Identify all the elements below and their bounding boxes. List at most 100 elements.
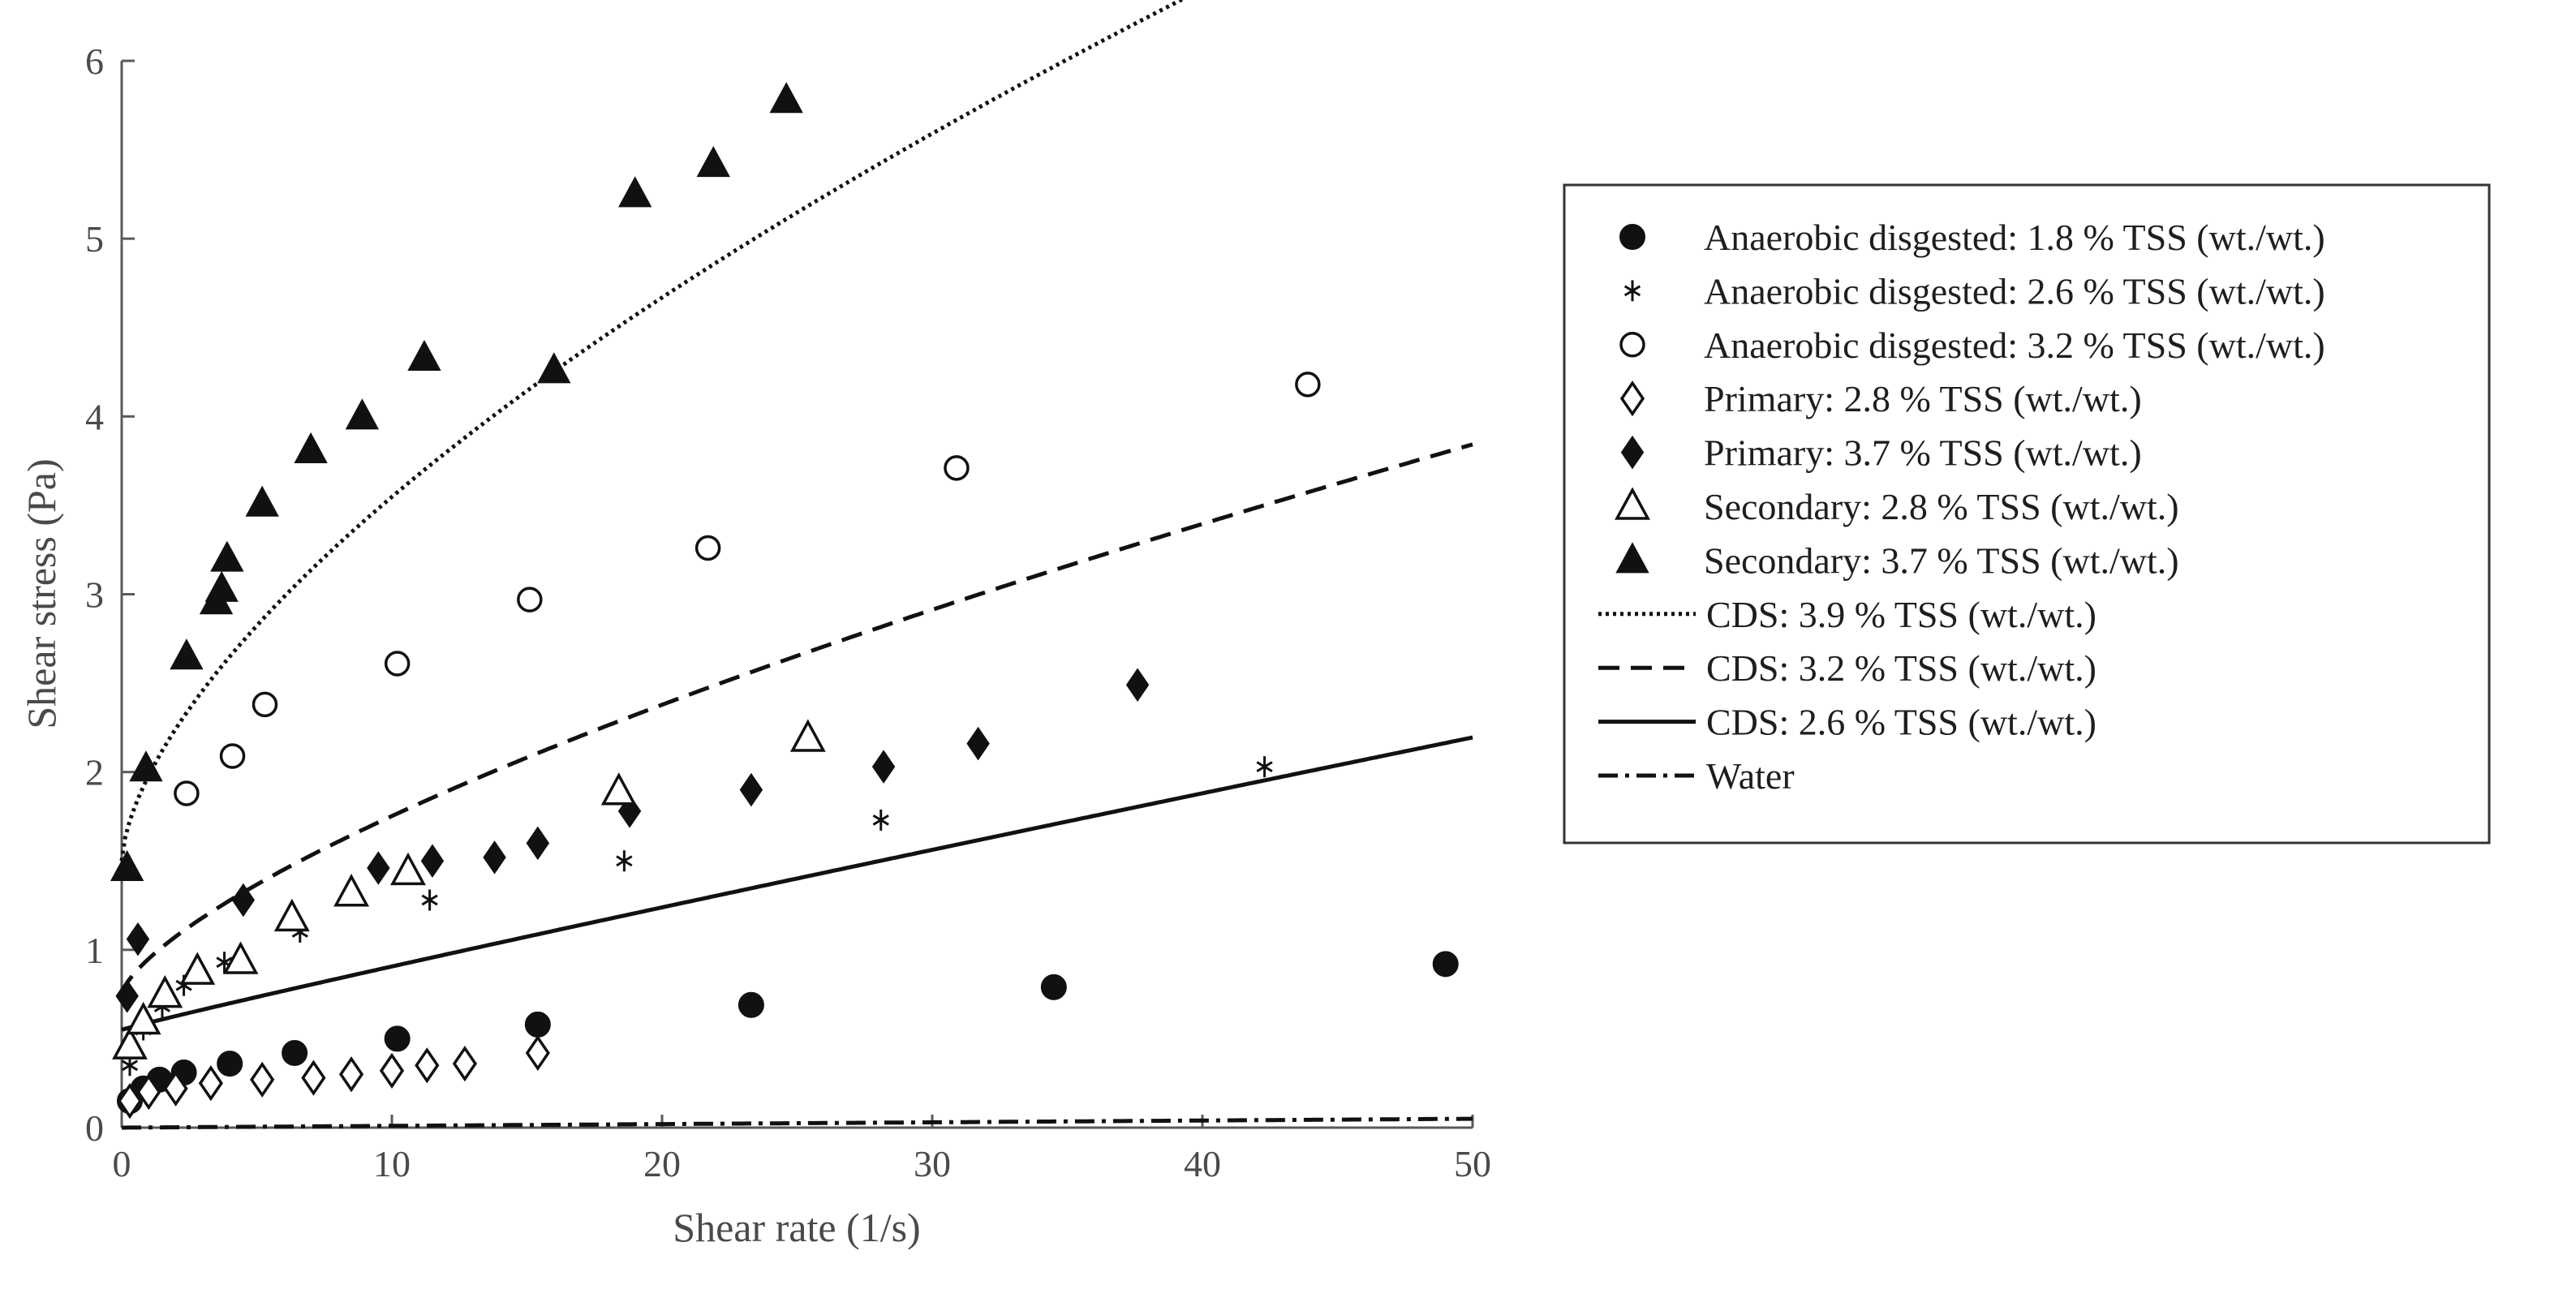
series-4-markers xyxy=(117,1034,550,1120)
data-point xyxy=(1295,372,1321,398)
data-point xyxy=(170,638,204,670)
series-7-markers xyxy=(110,82,803,882)
data-point xyxy=(421,889,438,911)
data-point xyxy=(110,849,144,882)
legend-label: Primary: 3.7 % TSS (wt./wt.) xyxy=(1704,432,2142,474)
data-point xyxy=(695,535,721,561)
data-point xyxy=(789,719,826,752)
data-point xyxy=(252,691,278,718)
legend-entry-4: Primary: 2.8 % TSS (wt./wt.) xyxy=(1619,378,2142,419)
data-point xyxy=(739,772,763,807)
data-point xyxy=(384,1025,411,1052)
legend-entry-2: Anaerobic disgested: 2.6 % TSS (wt./wt.) xyxy=(1623,270,2325,312)
legend-entry-3: Anaerobic disgested: 3.2 % TSS (wt./wt.) xyxy=(1619,324,2325,366)
data-point xyxy=(174,780,200,806)
data-markers xyxy=(110,82,1459,1120)
legend-box xyxy=(1563,183,2491,845)
data-point xyxy=(390,852,426,886)
data-point xyxy=(126,922,150,956)
legend-symbol xyxy=(1615,487,1650,520)
legend-label: Secondary: 2.8 % TSS (wt./wt.) xyxy=(1704,486,2179,527)
series-11-curve xyxy=(122,1116,1473,1130)
y-tick-label: 4 xyxy=(85,396,104,437)
data-point xyxy=(966,726,990,761)
data-point xyxy=(115,979,139,1013)
data-point xyxy=(415,1047,440,1084)
x-tick-label: 40 xyxy=(1184,1143,1221,1184)
legend-label: Anaerobic disgested: 3.2 % TSS (wt./wt.) xyxy=(1704,324,2325,366)
data-point xyxy=(282,1039,308,1066)
legend-label: Water xyxy=(1706,755,1795,797)
data-point xyxy=(147,974,183,1008)
legend-entry-8: CDS: 3.9 % TSS (wt./wt.) xyxy=(1598,594,2096,635)
data-point xyxy=(944,455,970,481)
plot-area: 0 10 20 30 40 50 0 1 2 3 4 5 6 xyxy=(85,0,1491,1184)
legend-entry-5: Primary: 3.7 % TSS (wt./wt.) xyxy=(1620,432,2142,474)
y-tick-label: 2 xyxy=(85,752,104,793)
data-point xyxy=(420,844,445,879)
x-tick-label: 0 xyxy=(113,1143,131,1184)
data-point xyxy=(483,840,506,875)
data-point xyxy=(345,398,380,430)
data-point xyxy=(222,941,259,974)
data-point xyxy=(217,1051,243,1077)
data-point xyxy=(1256,756,1273,778)
model-curves xyxy=(119,0,1473,1130)
data-point xyxy=(452,1046,478,1082)
series-9-curve xyxy=(119,442,1473,995)
data-point xyxy=(198,1065,224,1102)
data-point xyxy=(616,850,633,872)
legend-entry-7: Secondary: 3.7 % TSS (wt./wt.) xyxy=(1615,539,2179,581)
data-point xyxy=(333,874,369,907)
y-tick-label: 3 xyxy=(85,574,104,616)
data-point xyxy=(525,1034,550,1072)
data-point xyxy=(163,1070,188,1107)
data-point xyxy=(524,1011,551,1038)
data-point xyxy=(871,750,896,784)
data-point xyxy=(210,540,244,572)
data-point xyxy=(338,1056,364,1093)
data-point xyxy=(526,826,550,861)
legend-entry-11: Water xyxy=(1598,755,1795,797)
data-point xyxy=(696,146,730,178)
data-point xyxy=(1125,668,1150,703)
series-6-markers xyxy=(112,719,826,1059)
x-tick-label: 30 xyxy=(914,1143,951,1184)
data-point xyxy=(600,772,637,806)
data-point xyxy=(1432,951,1459,978)
data-point xyxy=(618,176,652,208)
data-point xyxy=(872,809,889,831)
series-1-markers xyxy=(116,951,1459,1115)
series-8-curve xyxy=(119,0,1185,862)
legend-label: CDS: 2.6 % TSS (wt./wt.) xyxy=(1706,702,2096,743)
data-point xyxy=(204,570,239,602)
y-tick-label: 0 xyxy=(85,1107,104,1149)
legend-entry-9: CDS: 3.2 % TSS (wt./wt.) xyxy=(1598,647,2096,689)
data-point xyxy=(250,1061,275,1098)
data-point xyxy=(219,743,246,769)
x-tick-label: 10 xyxy=(373,1143,411,1184)
legend-symbol xyxy=(1620,435,1645,470)
data-point xyxy=(769,82,803,114)
y-tick-label: 6 xyxy=(85,41,104,82)
series-10-curve xyxy=(121,735,1473,1032)
data-point xyxy=(231,883,256,918)
data-point xyxy=(517,587,543,612)
legend-label: CDS: 3.2 % TSS (wt./wt.) xyxy=(1706,647,2096,689)
data-point xyxy=(125,1001,161,1035)
legend-symbol xyxy=(1619,332,1645,358)
axis-ticks: 0 10 20 30 40 50 0 1 2 3 4 5 6 xyxy=(85,41,1491,1184)
x-tick-label: 50 xyxy=(1454,1143,1491,1184)
legend-symbol xyxy=(1615,542,1649,574)
legend-entry-1: Anaerobic disgested: 1.8 % TSS (wt./wt.) xyxy=(1619,217,2325,258)
legend-entry-6: Secondary: 2.8 % TSS (wt./wt.) xyxy=(1615,486,2179,527)
legend-entry-10: CDS: 2.6 % TSS (wt./wt.) xyxy=(1598,702,2096,743)
data-point xyxy=(537,352,571,384)
data-point xyxy=(179,952,216,985)
data-point xyxy=(407,339,441,372)
data-point xyxy=(117,1083,143,1120)
y-tick-label: 1 xyxy=(85,930,104,971)
data-point xyxy=(379,1052,405,1089)
data-point xyxy=(245,485,279,517)
data-point xyxy=(112,1026,148,1059)
